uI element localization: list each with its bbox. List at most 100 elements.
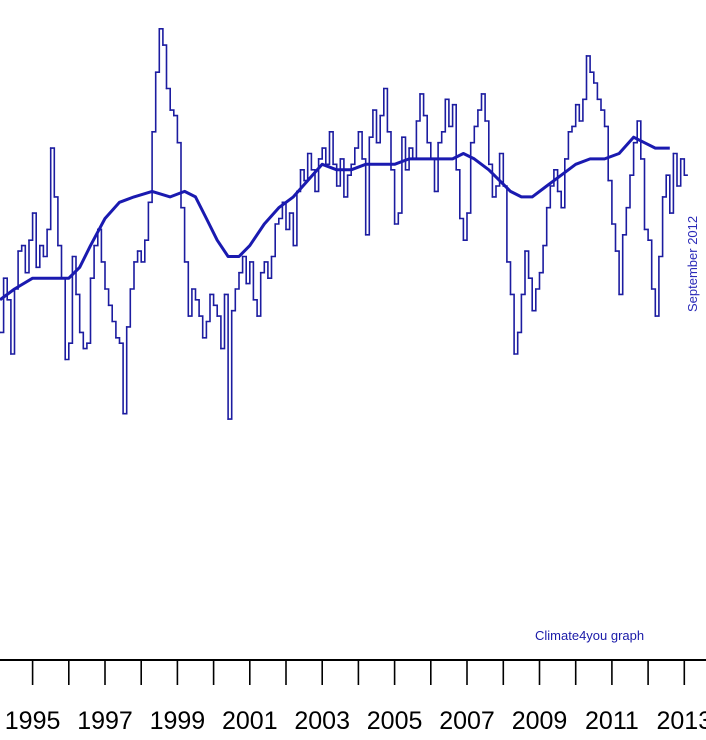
- monthly-point: [343, 196, 345, 198]
- monthly-point: [520, 293, 523, 296]
- monthly-point: [477, 109, 479, 111]
- monthly-point: [267, 277, 269, 280]
- monthly-point: [299, 169, 302, 171]
- monthly-point: [147, 201, 150, 204]
- monthly-point: [328, 131, 331, 133]
- monthly-point: [180, 206, 182, 209]
- monthly-point: [140, 261, 142, 263]
- x-tick-label: 2007: [439, 707, 495, 735]
- monthly-point: [6, 299, 8, 301]
- monthly-point: [136, 250, 139, 252]
- monthly-point: [165, 87, 168, 90]
- monthly-point: [35, 266, 37, 269]
- monthly-point: [162, 44, 164, 46]
- monthly-point: [506, 261, 508, 263]
- monthly-point: [332, 163, 334, 166]
- monthly-point: [129, 288, 132, 290]
- monthly-point: [495, 185, 497, 187]
- monthly-point: [17, 250, 19, 252]
- date-annotation: September 2012: [685, 216, 700, 312]
- x-tick-label: 1997: [77, 707, 133, 735]
- monthly-point: [582, 98, 584, 101]
- monthly-point: [68, 342, 70, 345]
- x-tick-label: 1999: [150, 707, 206, 735]
- monthly-point: [676, 185, 678, 187]
- monthly-point: [589, 71, 591, 73]
- monthly-point: [542, 244, 544, 247]
- monthly-point: [650, 288, 653, 290]
- monthly-point: [466, 212, 468, 214]
- monthly-point: [187, 315, 190, 317]
- monthly-point: [107, 304, 110, 307]
- monthly-point: [448, 125, 450, 128]
- monthly-point: [158, 28, 161, 30]
- monthly-point: [401, 136, 403, 138]
- monthly-point: [455, 169, 458, 171]
- monthly-point: [553, 169, 555, 171]
- monthly-point: [386, 131, 389, 133]
- running-mean-series: [0, 135, 670, 302]
- monthly-point: [593, 82, 595, 84]
- monthly-point: [169, 109, 171, 111]
- monthly-point: [459, 217, 461, 220]
- monthly-point: [621, 234, 624, 236]
- monthly-point: [444, 98, 447, 101]
- monthly-point: [173, 114, 175, 117]
- monthly-point: [183, 261, 186, 263]
- monthly-step-line: [0, 28, 688, 420]
- monthly-point: [433, 190, 436, 193]
- monthly-point: [629, 174, 631, 176]
- monthly-point: [498, 152, 501, 155]
- monthly-point: [346, 174, 349, 176]
- monthly-point: [335, 185, 338, 187]
- chart-credit: Climate4you graph: [535, 628, 644, 643]
- monthly-point: [372, 109, 374, 111]
- monthly-point: [209, 293, 211, 296]
- monthly-point: [415, 120, 418, 122]
- monthly-point: [227, 418, 229, 420]
- monthly-point: [509, 293, 512, 296]
- monthly-point: [285, 228, 287, 231]
- x-tick-labels: 1995 1997 1999 2001 2003 2005 2007 2009 2011 2013: [5, 707, 706, 735]
- monthly-point: [144, 239, 146, 241]
- monthly-point: [317, 158, 320, 160]
- monthly-point: [636, 120, 638, 122]
- monthly-point: [71, 255, 74, 258]
- x-tick-label: 1995: [5, 707, 61, 735]
- monthly-point: [241, 255, 244, 258]
- monthly-point: [292, 244, 295, 247]
- monthly-point: [111, 320, 113, 323]
- monthly-point: [564, 158, 566, 160]
- monthly-point: [437, 141, 439, 144]
- monthly-point: [535, 288, 537, 290]
- monthly-point: [350, 163, 353, 166]
- monthly-point: [306, 152, 309, 155]
- monthly-point: [672, 152, 675, 155]
- monthly-point: [607, 179, 609, 182]
- monthly-point: [578, 120, 581, 122]
- monthly-point: [560, 206, 562, 209]
- monthly-point: [310, 169, 313, 171]
- monthly-point: [419, 93, 421, 95]
- monthly-point: [567, 131, 570, 133]
- monthly-point: [383, 87, 385, 90]
- monthly-point: [154, 71, 157, 73]
- monthly-point: [531, 309, 533, 312]
- monthly-point: [375, 141, 378, 144]
- monthly-point: [654, 315, 657, 317]
- monthly-point: [49, 147, 52, 149]
- monthly-point: [220, 347, 222, 350]
- monthly-point: [451, 103, 454, 106]
- x-tick-label: 2009: [512, 707, 568, 735]
- monthly-point: [339, 158, 342, 160]
- monthly-point: [288, 212, 291, 214]
- monthly-point: [115, 337, 117, 339]
- monthly-point: [42, 255, 45, 258]
- monthly-point: [527, 277, 530, 280]
- monthly-point: [2, 277, 5, 280]
- monthly-point: [600, 109, 602, 111]
- monthly-point: [151, 131, 153, 133]
- monthly-point: [488, 163, 490, 166]
- monthly-point: [679, 158, 682, 160]
